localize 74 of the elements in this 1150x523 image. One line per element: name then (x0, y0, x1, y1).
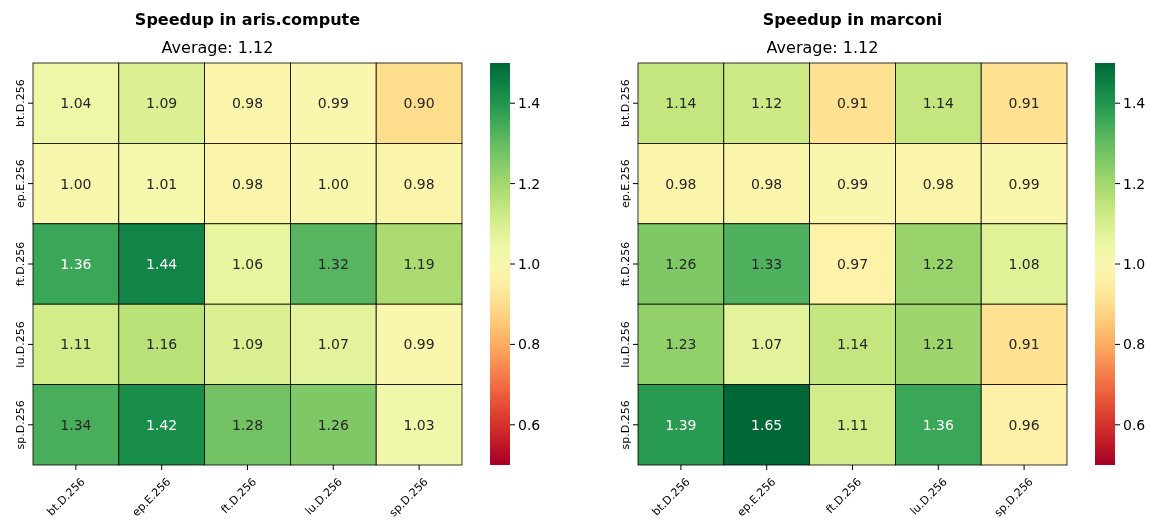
data-label: 1.04 (60, 95, 92, 112)
data-label: 0.98 (403, 175, 435, 192)
data-label: 1.08 (1008, 255, 1040, 272)
data-label: 1.07 (751, 336, 783, 353)
data-label: 1.01 (146, 175, 178, 192)
color-bar-label: 0.6 (518, 416, 541, 433)
color-bar-label: 0.6 (1123, 416, 1146, 433)
y-tick-label: ft.D.256 (14, 241, 27, 287)
y-tick-label: ep.E.256 (14, 159, 27, 208)
color-bar-label: 1.4 (518, 95, 541, 112)
data-label: 1.26 (665, 255, 697, 272)
color-bar-label: 0.8 (518, 336, 541, 353)
data-label: 0.99 (403, 336, 435, 353)
data-label: 1.65 (751, 416, 783, 433)
data-label: 0.98 (231, 95, 264, 112)
data-label: 0.99 (1008, 175, 1040, 192)
y-tick-label: lu.D.256 (619, 321, 632, 368)
chart-subtitle: Average: 1.12 (766, 38, 879, 57)
data-label: 0.99 (317, 95, 349, 112)
data-label: 0.91 (1008, 95, 1040, 112)
data-label: 1.06 (231, 255, 264, 272)
data-label: 1.03 (403, 416, 435, 433)
color-bar-label: 1.4 (1123, 95, 1146, 112)
data-label: 0.98 (751, 175, 783, 192)
y-tick-label: lu.D.256 (14, 321, 27, 368)
y-tick-label: sp.D.256 (619, 400, 632, 450)
data-label: 1.21 (922, 336, 954, 353)
data-label: 1.07 (317, 336, 349, 353)
data-label: 1.14 (922, 95, 954, 112)
data-label: 1.19 (403, 255, 435, 272)
data-label: 0.98 (665, 175, 697, 192)
data-label: 1.12 (751, 95, 783, 112)
data-label: 1.28 (231, 416, 264, 433)
chart-subtitle: Average: 1.12 (161, 38, 274, 57)
data-label: 1.44 (146, 255, 178, 272)
data-label: 1.32 (317, 255, 349, 272)
color-bar-label: 1.2 (518, 175, 541, 192)
data-label: 1.14 (665, 95, 697, 112)
data-label: 1.09 (146, 95, 178, 112)
y-tick-label: bt.D.256 (619, 79, 632, 128)
data-label: 1.26 (317, 416, 349, 433)
data-label: 1.22 (922, 255, 954, 272)
data-label: 0.90 (403, 95, 435, 112)
color-bar-label: 1.0 (518, 255, 541, 272)
data-label: 0.91 (836, 95, 869, 112)
y-tick-label: sp.D.256 (14, 400, 27, 450)
data-label: 1.42 (146, 416, 178, 433)
data-label: 1.36 (60, 255, 92, 272)
color-bar-label: 0.8 (1123, 336, 1146, 353)
data-label: 1.00 (60, 175, 92, 192)
data-label: 1.11 (60, 336, 92, 353)
y-tick-label: ep.E.256 (619, 159, 632, 208)
data-label: 0.91 (1008, 336, 1040, 353)
data-label: 1.16 (146, 336, 178, 353)
data-label: 0.98 (922, 175, 954, 192)
color-bar-label: 1.0 (1123, 255, 1146, 272)
data-label: 1.11 (836, 416, 869, 433)
data-label: 1.09 (231, 336, 264, 353)
data-label: 1.23 (665, 336, 697, 353)
y-tick-label: bt.D.256 (14, 79, 27, 128)
data-label: 0.96 (1008, 416, 1040, 433)
chart-title: Speedup in marconi (762, 10, 943, 29)
color-bar-label: 1.2 (1123, 175, 1146, 192)
data-label: 1.14 (836, 336, 869, 353)
data-label: 1.34 (60, 416, 92, 433)
data-label: 0.98 (231, 175, 264, 192)
y-tick-label: ft.D.256 (619, 241, 632, 287)
chart-title: Speedup in aris.compute (134, 10, 361, 29)
data-label: 1.33 (751, 255, 783, 272)
data-label: 0.99 (836, 175, 869, 192)
data-label: 1.36 (922, 416, 954, 433)
data-label: 1.00 (317, 175, 349, 192)
data-label: 1.39 (665, 416, 697, 433)
data-label: 0.97 (836, 255, 869, 272)
